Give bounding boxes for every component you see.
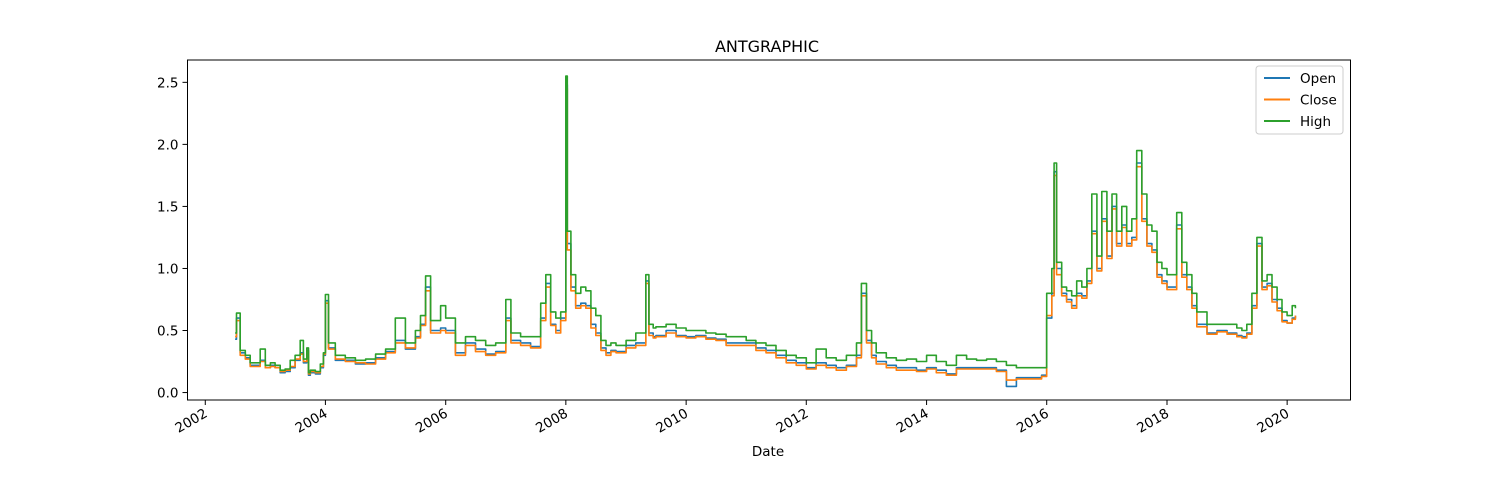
y-tick-label: 1.0 [157, 261, 178, 277]
legend-label-close: Close [1300, 93, 1337, 109]
y-tick-label: 0.5 [157, 324, 178, 340]
plot-frame [187, 59, 1351, 401]
legend: Open Close High [1255, 65, 1344, 135]
y-axis: 0.0 0.5 1.0 1.5 2.0 2.5 [157, 75, 188, 402]
legend-label-high: High [1300, 114, 1331, 130]
series-high-line [235, 75, 1297, 374]
x-axis-label: Date [752, 444, 784, 460]
y-tick-label: 1.5 [157, 199, 178, 215]
legend-box [1255, 65, 1344, 135]
legend-label-open: Open [1300, 71, 1336, 87]
series-close-line [235, 87, 1297, 381]
y-tick-label: 2.0 [157, 137, 178, 153]
series-layer [235, 75, 1297, 388]
series-open-line [235, 84, 1297, 388]
chart-title: ANTGRAPHIC [715, 37, 819, 56]
y-tick-label: 2.5 [157, 75, 178, 91]
y-tick-label: 0.0 [157, 386, 178, 402]
